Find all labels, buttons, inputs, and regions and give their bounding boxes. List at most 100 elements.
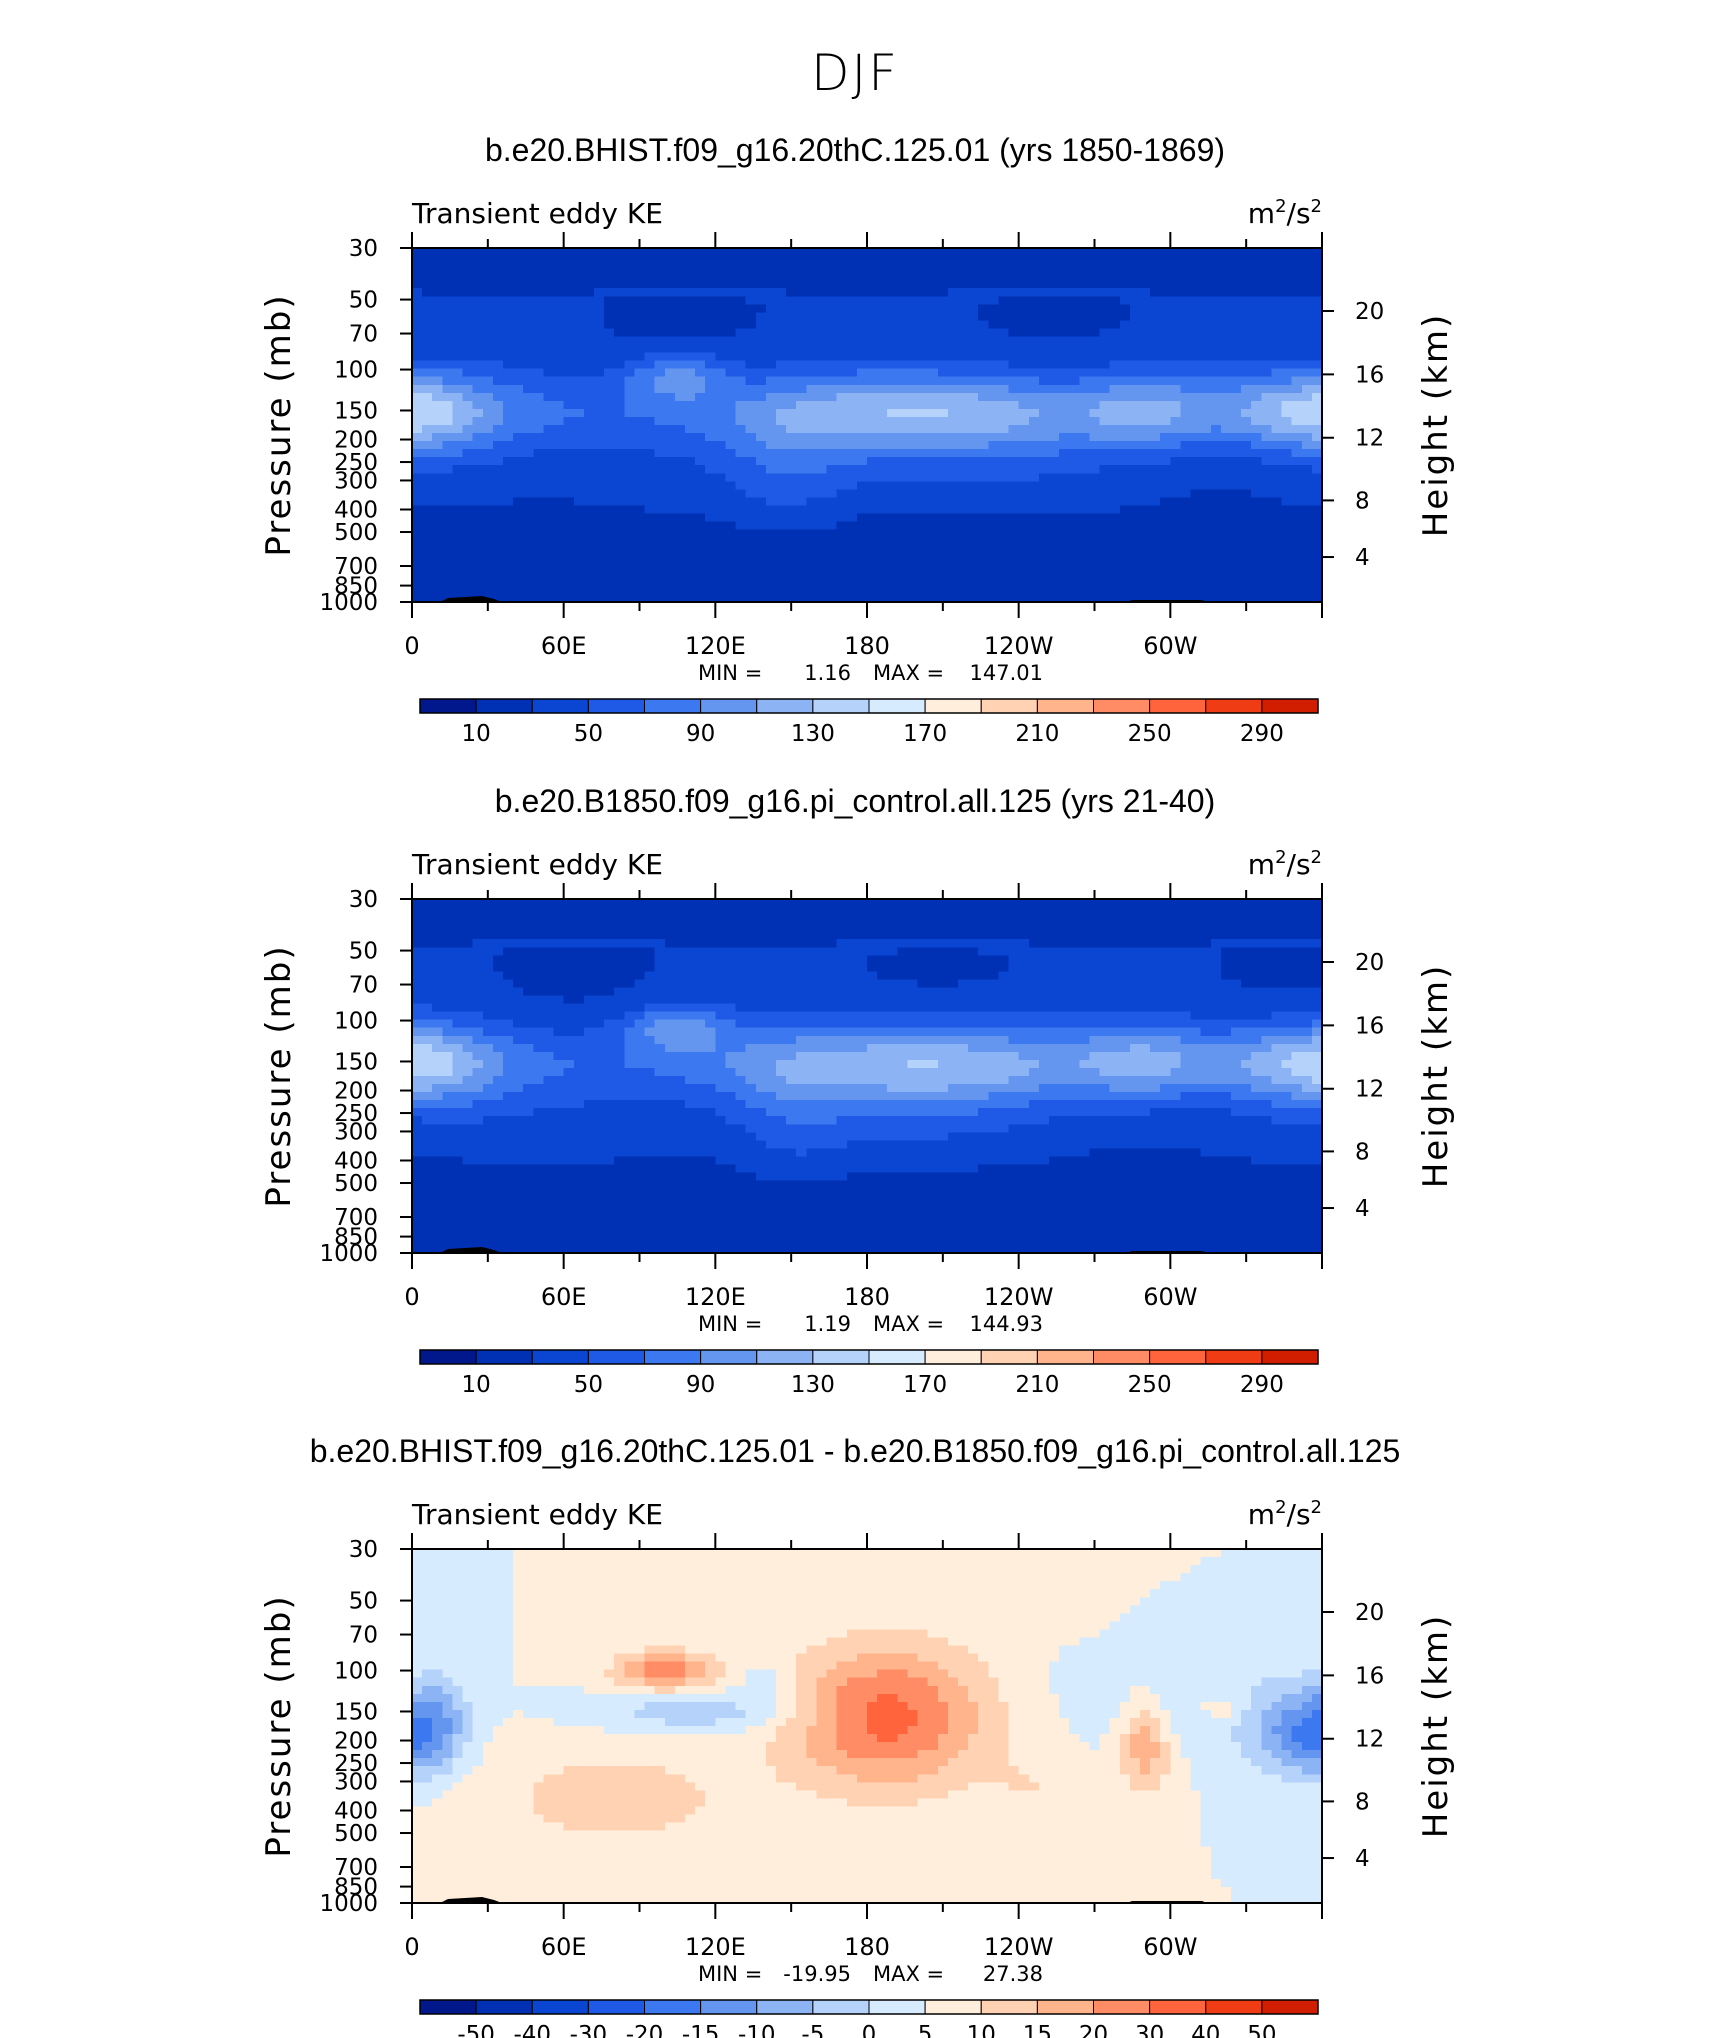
field-cell — [826, 939, 838, 948]
field-cell — [604, 433, 615, 442]
field-cell — [725, 923, 737, 932]
field-cell — [604, 336, 615, 346]
field-cell — [1049, 947, 1060, 956]
field-cell — [1311, 416, 1323, 426]
field-cell — [1008, 955, 1020, 964]
field-cell — [988, 907, 1000, 916]
field-cell — [432, 537, 443, 547]
field-cell — [1008, 296, 1020, 305]
field-cell — [1271, 352, 1283, 362]
field-cell — [695, 457, 706, 466]
field-cell — [887, 513, 898, 523]
field-cell — [674, 360, 686, 370]
field-cell — [917, 939, 929, 948]
field-cell — [1008, 907, 1020, 916]
field-cell — [917, 457, 929, 466]
field-cell — [1089, 915, 1101, 924]
field-cell — [1150, 915, 1161, 924]
field-cell — [513, 947, 524, 956]
field-cell — [1190, 272, 1202, 281]
field-cell — [1281, 465, 1293, 474]
field-cell — [1028, 529, 1040, 539]
colorbar-swatch — [531, 698, 589, 714]
field-cell — [1140, 416, 1151, 426]
field-cell — [1129, 384, 1141, 394]
field-cell — [674, 963, 686, 973]
field-cell — [422, 955, 433, 964]
field-cell — [482, 585, 494, 595]
field-cell — [452, 457, 464, 466]
field-cell — [1190, 384, 1202, 394]
field-cell — [907, 505, 919, 515]
field-cell — [452, 336, 464, 346]
field-cell — [1119, 328, 1131, 338]
field-cell — [1059, 537, 1070, 547]
field-cell — [1271, 248, 1283, 257]
field-cell — [897, 328, 909, 338]
field-cell — [695, 529, 706, 539]
field-cell — [1079, 569, 1091, 579]
field-cell — [1301, 368, 1313, 378]
figure-title: DJF — [810, 44, 899, 102]
field-cell — [462, 585, 474, 595]
field-cell — [432, 392, 443, 402]
field-cell — [1109, 489, 1121, 499]
field-cell — [937, 915, 949, 924]
field-cell — [1160, 473, 1171, 482]
field-cell — [947, 931, 959, 940]
field-cell — [533, 537, 545, 547]
field-cell — [614, 489, 625, 499]
field-cell — [1190, 344, 1202, 354]
field-cell — [1190, 425, 1202, 434]
field-cell — [1140, 304, 1151, 313]
field-cell — [998, 545, 1010, 555]
field-cell — [533, 368, 545, 378]
field-cell — [553, 473, 565, 482]
field-cell — [1129, 521, 1141, 531]
field-cell — [1311, 336, 1323, 346]
field-cell — [442, 392, 454, 402]
field-cell — [1311, 537, 1323, 547]
field-cell — [1099, 408, 1111, 418]
field-cell — [856, 320, 868, 330]
field-cell — [1018, 915, 1030, 924]
field-cell — [674, 328, 686, 338]
field-cell — [907, 392, 919, 402]
field-cell — [1301, 473, 1313, 482]
field-cell — [1129, 320, 1141, 330]
field-cell — [1200, 473, 1212, 482]
field-cell — [1008, 441, 1020, 450]
field-cell — [482, 561, 494, 571]
field-cell — [442, 939, 454, 948]
field-cell — [907, 593, 919, 603]
field-cell — [1109, 569, 1121, 579]
field-cell — [452, 505, 464, 515]
field-cell — [614, 939, 625, 948]
field-cell — [1190, 473, 1202, 482]
field-cell — [674, 296, 686, 305]
field-cell — [705, 577, 716, 587]
field-cell — [978, 465, 989, 474]
field-cell — [442, 272, 454, 281]
field-cell — [1271, 457, 1283, 466]
field-cell — [1028, 280, 1040, 289]
field-cell — [1180, 304, 1192, 313]
field-cell — [1059, 352, 1070, 362]
field-cell — [978, 408, 989, 418]
field-cell — [978, 489, 989, 499]
field-cell — [846, 561, 858, 571]
field-cell — [634, 489, 646, 499]
field-cell — [594, 529, 605, 539]
field-cell — [927, 923, 939, 932]
field-cell — [492, 280, 504, 289]
field-cell — [917, 465, 929, 474]
field-cell — [503, 505, 514, 515]
field-cell — [998, 312, 1010, 322]
field-cell — [856, 545, 868, 555]
field-cell — [897, 425, 909, 434]
field-cell — [523, 513, 534, 523]
field-cell — [604, 545, 615, 555]
field-cell — [1210, 553, 1222, 563]
field-cell — [533, 907, 545, 916]
field-cell — [1160, 915, 1171, 924]
